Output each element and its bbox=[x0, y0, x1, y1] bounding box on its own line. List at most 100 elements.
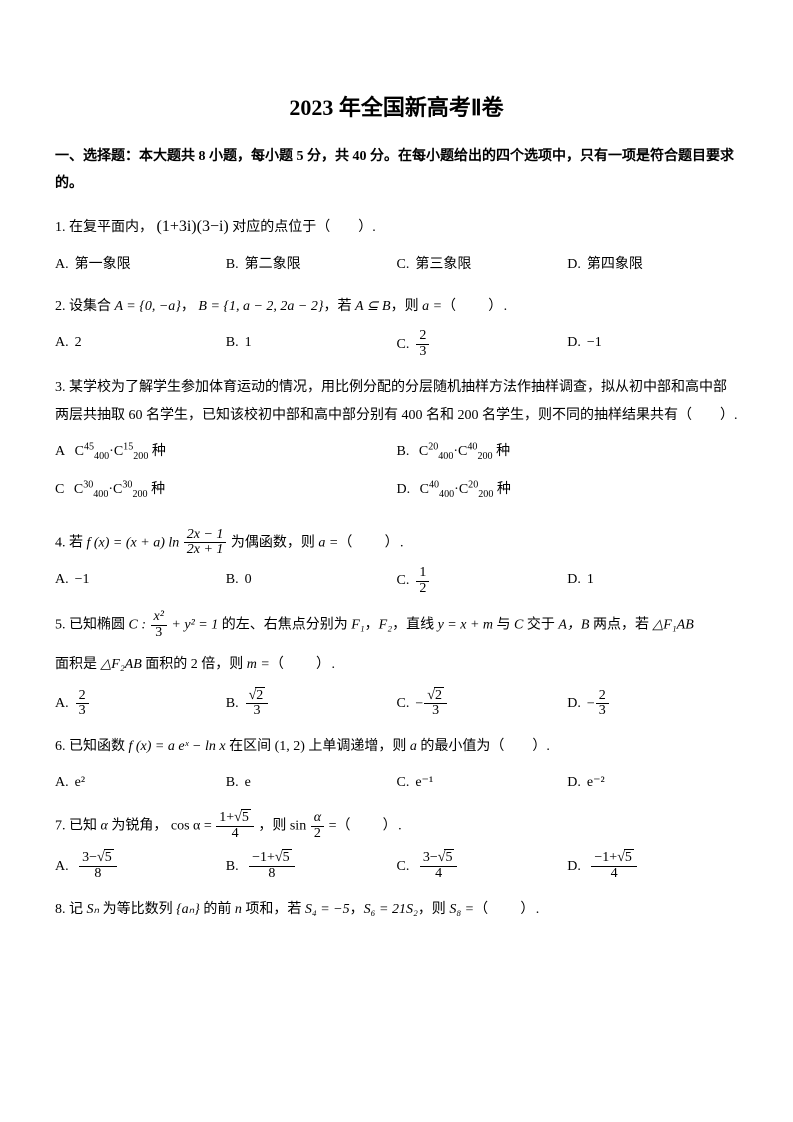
opt-label: C bbox=[55, 482, 64, 497]
opt-label: D. bbox=[567, 859, 581, 874]
opt-label: A. bbox=[55, 775, 69, 790]
opt-label: D. bbox=[567, 696, 581, 711]
q5-number: 5. bbox=[55, 618, 66, 633]
question-5: 5. 已知椭圆 C : x²3 + y² = 1 的左、右焦点分别为 F₁，F₂… bbox=[55, 610, 738, 719]
opt-text: e bbox=[245, 775, 251, 790]
opt-frac: −1+54 bbox=[591, 851, 637, 881]
q5-l2c: （ ）. bbox=[270, 657, 337, 672]
q7-sin: sin bbox=[290, 818, 306, 833]
opt-label: A. bbox=[55, 572, 69, 587]
q2-bset: B = {1, a − 2, 2a − 2} bbox=[198, 299, 323, 314]
q1-option-a: A.第一象限 bbox=[55, 251, 226, 279]
opt-label: B. bbox=[397, 444, 410, 459]
q4-option-d: D.1 bbox=[567, 566, 738, 596]
q3-option-a: A C45400·C15200 种 bbox=[55, 438, 397, 466]
opt-text: 0 bbox=[245, 572, 252, 587]
q7-option-a: A. 3−58 bbox=[55, 851, 226, 881]
neg: − bbox=[415, 696, 423, 711]
opt-frac: 23 bbox=[246, 689, 269, 719]
q7-option-d: D. −1+54 bbox=[567, 851, 738, 881]
opt-label: A. bbox=[55, 859, 69, 874]
q6-options: A.e² B.e C.e⁻¹ D.e⁻² bbox=[55, 769, 738, 797]
opt-label: A bbox=[55, 444, 65, 459]
q2-t1: 设集合 bbox=[69, 299, 115, 314]
q4-fx: f (x) = (x + a) ln bbox=[87, 535, 180, 550]
q5-stem-l2: 面积是 △F₂AB 面积的 2 倍，则 m =（ ）. bbox=[55, 651, 738, 679]
neg: − bbox=[587, 696, 595, 711]
q4-option-a: A. −1 bbox=[55, 566, 226, 596]
q6-t1: 已知函数 bbox=[69, 739, 129, 754]
q2-option-c: C. 23 bbox=[397, 329, 568, 359]
opt-tail: 种 bbox=[148, 482, 166, 497]
q5-l2b: 面积的 2 倍，则 bbox=[142, 657, 247, 672]
q2-option-a: A. 2 bbox=[55, 329, 226, 359]
q4-t2: 为偶函数，则 bbox=[231, 535, 319, 550]
q8-t3: 的前 bbox=[200, 902, 235, 917]
opt-frac: 12 bbox=[416, 566, 429, 596]
q5-t5: 与 bbox=[493, 618, 514, 633]
comb-expr: C45400·C15200 bbox=[75, 444, 149, 459]
q7-t3: ，则 bbox=[258, 818, 290, 833]
q2-number: 2. bbox=[55, 299, 66, 314]
q7-eq: = bbox=[325, 818, 336, 833]
q2-t5: （ ）. bbox=[442, 299, 509, 314]
opt-label: C. bbox=[397, 337, 410, 352]
q8-t2: 为等比数列 bbox=[99, 902, 176, 917]
opt-text: e⁻² bbox=[587, 775, 605, 790]
q5-t2: 的左、右焦点分别为 bbox=[222, 618, 352, 633]
question-7: 7. 已知 α 为锐角， cos α = 1+5 4 ，则 sin α2 =（ … bbox=[55, 811, 738, 882]
q5-plus: + y² = 1 bbox=[168, 618, 218, 633]
opt-label: B. bbox=[226, 335, 239, 350]
opt-label: C. bbox=[397, 573, 410, 588]
opt-text: e² bbox=[75, 775, 85, 790]
opt-label: C. bbox=[397, 859, 410, 874]
comb-expr: C20400·C40200 bbox=[419, 444, 493, 459]
question-4: 4. 若 f (x) = (x + a) ln 2x − 12x + 1 为偶函… bbox=[55, 528, 738, 597]
q8-t6: ，则 bbox=[418, 902, 450, 917]
opt-text: 1 bbox=[245, 335, 252, 350]
q6-a: a bbox=[410, 739, 417, 754]
q7-cos-frac: 1+5 4 bbox=[216, 811, 254, 841]
q5-line: y = x + m bbox=[438, 618, 493, 633]
opt-label: D. bbox=[567, 335, 581, 350]
opt-frac: 23 bbox=[416, 329, 429, 359]
opt-text: 第三象限 bbox=[415, 257, 471, 272]
opt-tail: 种 bbox=[148, 444, 166, 459]
opt-label: A. bbox=[55, 335, 69, 350]
page-title: 2023 年全国新高考Ⅱ卷 bbox=[55, 90, 738, 122]
q5-t1: 已知椭圆 bbox=[69, 618, 129, 633]
q1-number: 1. bbox=[55, 220, 66, 235]
opt-label: D. bbox=[567, 257, 581, 272]
q4-aeq: a = bbox=[318, 535, 338, 550]
q7-option-c: C. 3−54 bbox=[397, 851, 568, 881]
question-2: 2. 设集合 A = {0, −a}， B = {1, a − 2, 2a − … bbox=[55, 293, 738, 359]
opt-label: B. bbox=[226, 257, 239, 272]
opt-label: A. bbox=[55, 696, 69, 711]
q7-t1: 已知 bbox=[69, 818, 101, 833]
q6-t2: 在区间 bbox=[226, 739, 275, 754]
q7-sin-frac: α2 bbox=[311, 811, 324, 841]
q1-option-b: B. 第二象限 bbox=[226, 251, 397, 279]
q5-ab: A，B bbox=[558, 618, 589, 633]
q6-option-d: D.e⁻² bbox=[567, 769, 738, 797]
q2-option-d: D.−1 bbox=[567, 329, 738, 359]
q6-t3: 上单调递增，则 bbox=[305, 739, 410, 754]
opt-label: D. bbox=[567, 572, 581, 587]
q8-sn: Sₙ bbox=[87, 902, 100, 917]
opt-frac: −1+58 bbox=[249, 851, 295, 881]
q8-s4: S₄ = −5 bbox=[305, 902, 350, 917]
opt-text: 第二象限 bbox=[245, 257, 301, 272]
opt-tail: 种 bbox=[493, 444, 511, 459]
q2-aeq: a = bbox=[422, 299, 442, 314]
opt-text: 2 bbox=[75, 335, 82, 350]
opt-text: −1 bbox=[75, 572, 90, 587]
q7-stem: 7. 已知 α 为锐角， cos α = 1+5 4 ，则 sin α2 =（ … bbox=[55, 811, 738, 841]
comb-expr: C30400·C30200 bbox=[74, 482, 148, 497]
q5-t7: 两点，若 bbox=[589, 618, 652, 633]
q4-option-c: C. 12 bbox=[397, 566, 568, 596]
q8-s8: S₈ = bbox=[449, 902, 474, 917]
opt-label: A. bbox=[55, 257, 69, 272]
q5-option-d: D.−23 bbox=[567, 689, 738, 719]
q3-option-d: D. C40400·C20200 种 bbox=[397, 476, 739, 504]
question-1: 1. 在复平面内， (1+3i)(3−i) 对应的点位于（ ）. A.第一象限 … bbox=[55, 211, 738, 279]
